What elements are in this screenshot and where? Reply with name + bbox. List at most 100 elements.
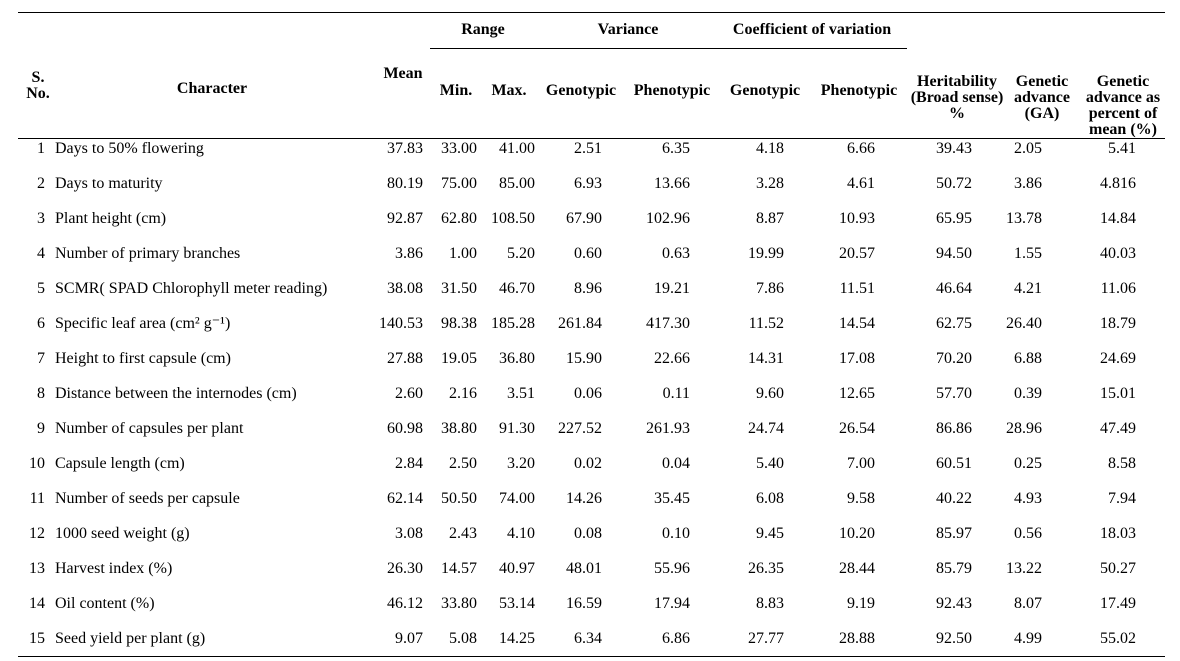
value-cell: 0.56 [1014, 525, 1042, 542]
bottom-rule [18, 656, 1165, 657]
value-cell: 24.74 [748, 420, 784, 437]
character-cell: Number of seeds per capsule [55, 490, 240, 507]
value-cell: 9.58 [847, 490, 875, 507]
value-cell: 14.57 [441, 560, 477, 577]
character-cell: Specific leaf area (cm² g⁻¹) [55, 315, 231, 332]
value-cell: 10.20 [839, 525, 875, 542]
value-cell: 53.14 [499, 595, 535, 612]
value-cell: 60.51 [936, 455, 972, 472]
value-cell: 24.69 [1100, 350, 1136, 367]
column-header: Genotypic [729, 82, 801, 99]
serial-cell: 2 [37, 175, 45, 192]
value-cell: 16.59 [566, 595, 602, 612]
value-cell: 2.60 [395, 385, 423, 402]
value-cell: 227.52 [558, 420, 602, 437]
value-cell: 37.83 [387, 140, 423, 157]
value-cell: 13.66 [654, 175, 690, 192]
value-cell: 98.38 [441, 315, 477, 332]
value-cell: 0.25 [1014, 455, 1042, 472]
value-cell: 55.02 [1100, 630, 1136, 647]
column-header: Genotypic [545, 82, 617, 99]
value-cell: 27.77 [748, 630, 784, 647]
serial-cell: 11 [29, 490, 45, 507]
value-cell: 0.60 [574, 245, 602, 262]
value-cell: 20.57 [839, 245, 875, 262]
value-cell: 18.79 [1100, 315, 1136, 332]
value-cell: 0.04 [662, 455, 690, 472]
value-cell: 33.00 [441, 140, 477, 157]
value-cell: 5.40 [756, 455, 784, 472]
value-cell: 19.05 [441, 350, 477, 367]
value-cell: 17.08 [839, 350, 875, 367]
group-header: Range [461, 21, 505, 38]
value-cell: 11.06 [1100, 280, 1136, 297]
serial-cell: 5 [37, 280, 45, 297]
value-cell: 1.55 [1014, 245, 1042, 262]
serial-cell: 12 [29, 525, 45, 542]
value-cell: 0.11 [662, 385, 690, 402]
column-header: Heritability (Broad sense) % [910, 73, 1004, 122]
value-cell: 17.94 [654, 595, 690, 612]
value-cell: 26.35 [748, 560, 784, 577]
value-cell: 26.30 [387, 560, 423, 577]
character-cell: Height to first capsule (cm) [55, 350, 231, 367]
value-cell: 3.86 [395, 245, 423, 262]
serial-cell: 4 [37, 245, 45, 262]
top-rule [18, 12, 1165, 13]
serial-cell: 15 [29, 630, 45, 647]
value-cell: 92.50 [936, 630, 972, 647]
value-cell: 7.94 [1108, 490, 1136, 507]
value-cell: 85.79 [936, 560, 972, 577]
value-cell: 14.84 [1100, 210, 1136, 227]
value-cell: 2.84 [395, 455, 423, 472]
value-cell: 9.07 [395, 630, 423, 647]
value-cell: 17.49 [1100, 595, 1136, 612]
serial-cell: 13 [29, 560, 45, 577]
value-cell: 10.93 [839, 210, 875, 227]
value-cell: 9.19 [847, 595, 875, 612]
value-cell: 46.70 [499, 280, 535, 297]
character-cell: Distance between the internodes (cm) [55, 385, 297, 402]
character-cell: Harvest index (%) [55, 560, 173, 577]
value-cell: 13.78 [1006, 210, 1042, 227]
value-cell: 40.03 [1100, 245, 1136, 262]
value-cell: 2.51 [574, 140, 602, 157]
value-cell: 2.16 [449, 385, 477, 402]
value-cell: 3.86 [1014, 175, 1042, 192]
value-cell: 35.45 [654, 490, 690, 507]
value-cell: 11.51 [839, 280, 875, 297]
value-cell: 13.22 [1006, 560, 1042, 577]
value-cell: 40.22 [936, 490, 972, 507]
value-cell: 85.97 [936, 525, 972, 542]
value-cell: 4.18 [756, 140, 784, 157]
value-cell: 4.93 [1014, 490, 1042, 507]
value-cell: 5.41 [1108, 140, 1136, 157]
character-cell: Plant height (cm) [55, 210, 167, 227]
value-cell: 11.52 [748, 315, 784, 332]
value-cell: 92.87 [387, 210, 423, 227]
character-cell: Capsule length (cm) [55, 455, 185, 472]
group-header: Coefficient of variation [732, 21, 892, 38]
value-cell: 26.40 [1006, 315, 1042, 332]
value-cell: 0.63 [662, 245, 690, 262]
value-cell: 91.30 [499, 420, 535, 437]
value-cell: 39.43 [936, 140, 972, 157]
value-cell: 47.49 [1100, 420, 1136, 437]
column-header: Min. [439, 82, 473, 99]
value-cell: 3.08 [395, 525, 423, 542]
value-cell: 36.80 [499, 350, 535, 367]
value-cell: 92.43 [936, 595, 972, 612]
column-header: S. No. [26, 69, 50, 102]
serial-cell: 7 [37, 350, 45, 367]
value-cell: 6.34 [574, 630, 602, 647]
value-cell: 50.50 [441, 490, 477, 507]
value-cell: 46.64 [936, 280, 972, 297]
value-cell: 4.99 [1014, 630, 1042, 647]
value-cell: 8.58 [1108, 455, 1136, 472]
value-cell: 40.97 [499, 560, 535, 577]
value-cell: 0.02 [574, 455, 602, 472]
value-cell: 27.88 [387, 350, 423, 367]
value-cell: 75.00 [441, 175, 477, 192]
value-cell: 0.10 [662, 525, 690, 542]
value-cell: 38.08 [387, 280, 423, 297]
